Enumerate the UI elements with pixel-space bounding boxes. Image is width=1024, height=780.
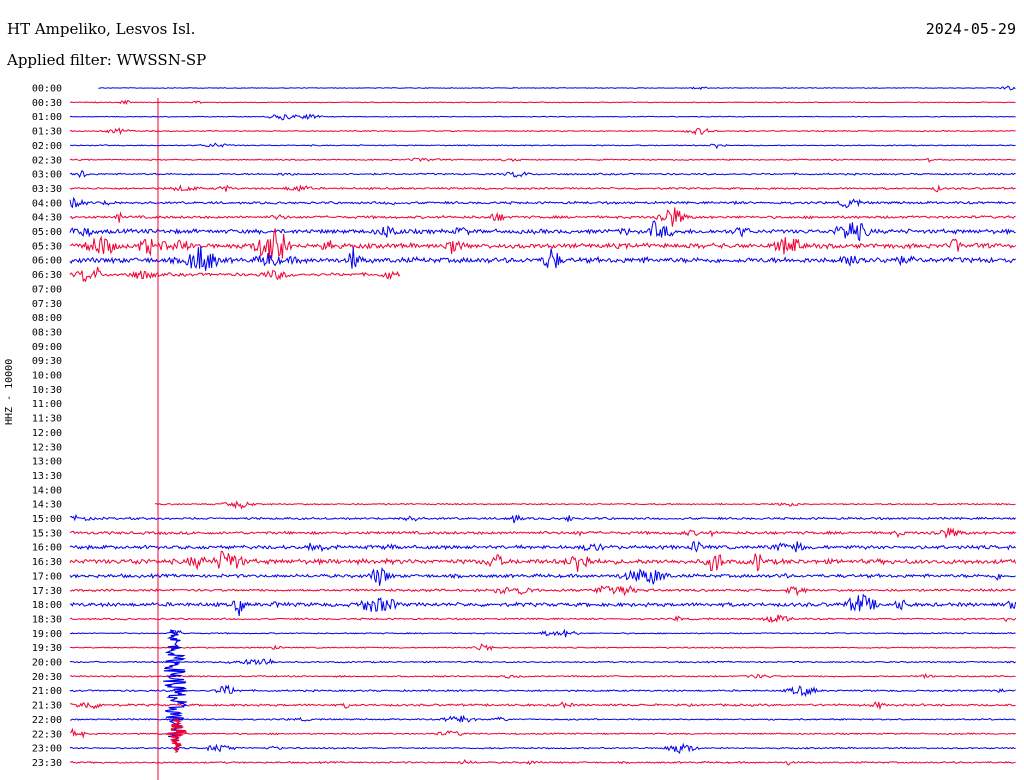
time-label-1900: 19:00	[32, 629, 62, 640]
time-label-0130: 01:30	[32, 127, 62, 138]
trace-0100	[69, 113, 1016, 121]
trace-1730	[69, 585, 1016, 597]
trace-0400	[69, 196, 1016, 209]
date-label: 2024-05-29	[925, 20, 1016, 38]
time-label-1300: 13:00	[32, 457, 62, 468]
event-markers	[157, 98, 189, 780]
time-label-0430: 04:30	[32, 213, 62, 224]
filter-label: Applied filter: WWSSN-SP	[7, 51, 207, 69]
time-label-1700: 17:00	[32, 571, 62, 582]
trace-1830	[69, 614, 1017, 624]
time-label-1230: 12:30	[32, 442, 62, 453]
time-label-2100: 21:00	[32, 686, 62, 697]
trace-0630	[69, 266, 401, 283]
trace-1430	[155, 500, 1016, 510]
trace-1630	[69, 550, 1017, 572]
trace-0500	[69, 220, 1016, 242]
trace-0330	[69, 184, 1016, 193]
trace-2230	[69, 727, 1016, 739]
time-label-0630: 06:30	[32, 270, 62, 281]
time-label-0500: 05:00	[32, 227, 62, 238]
time-label-0100: 01:00	[32, 112, 62, 123]
trace-1800	[69, 593, 1017, 617]
time-label-1730: 17:30	[32, 586, 62, 597]
time-label-1000: 10:00	[32, 371, 62, 382]
trace-2100	[69, 684, 1016, 698]
trace-0200	[69, 142, 1016, 150]
trace-1500	[69, 513, 1016, 524]
quake-spike-red	[165, 717, 188, 753]
trace-2000	[69, 657, 1016, 666]
trace-2300	[69, 742, 1016, 755]
trace-2130	[70, 701, 1016, 711]
time-label-1430: 14:30	[32, 500, 62, 511]
time-label-0830: 08:30	[32, 327, 62, 338]
trace-0230	[69, 157, 1016, 163]
time-label-1100: 11:00	[32, 399, 62, 410]
trace-0300	[69, 169, 1016, 179]
time-label-1600: 16:00	[32, 543, 62, 554]
trace-1530	[69, 527, 1016, 540]
trace-2200	[69, 714, 1016, 724]
time-label-1130: 11:30	[32, 414, 62, 425]
trace-1700	[69, 566, 1016, 586]
time-label-2200: 22:00	[32, 715, 62, 726]
time-label-0700: 07:00	[32, 284, 62, 295]
trace-1900	[69, 628, 1016, 638]
trace-0600	[69, 245, 1016, 271]
time-label-2330: 23:30	[32, 758, 62, 769]
time-label-0030: 00:30	[32, 98, 62, 109]
quake-spike-blue	[163, 629, 189, 742]
time-label-1800: 18:00	[32, 600, 62, 611]
trace-1600	[69, 540, 1016, 553]
time-label-0800: 08:00	[32, 313, 62, 324]
time-label-2030: 20:30	[32, 672, 62, 683]
station-title: HT Ampeliko, Lesvos Isl.	[7, 20, 196, 38]
time-label-0900: 09:00	[32, 342, 62, 353]
time-label-0000: 00:00	[32, 84, 62, 95]
trace-0030	[69, 99, 1016, 106]
time-labels: 00:00 00:30 01:00 01:30 02:00 02:30 03:00 03:30…	[32, 84, 62, 769]
time-label-0200: 02:00	[32, 141, 62, 152]
trace-2030	[69, 672, 1016, 680]
time-label-0400: 04:00	[32, 198, 62, 209]
time-label-2230: 22:30	[32, 729, 62, 740]
time-label-1830: 18:30	[32, 614, 62, 625]
time-label-2300: 23:00	[32, 744, 62, 755]
time-label-1530: 15:30	[32, 528, 62, 539]
time-label-1630: 16:30	[32, 557, 62, 568]
time-label-0730: 07:30	[32, 299, 62, 310]
trace-0530	[69, 228, 1016, 259]
trace-2330	[70, 758, 1016, 766]
time-label-0230: 02:30	[32, 155, 62, 166]
time-label-0300: 03:00	[32, 170, 62, 181]
time-label-0330: 03:30	[32, 184, 62, 195]
trace-1930	[69, 643, 1016, 652]
time-label-1030: 10:30	[32, 385, 62, 396]
time-label-0530: 05:30	[32, 241, 62, 252]
time-label-1200: 12:00	[32, 428, 62, 439]
trace-0000	[98, 85, 1016, 91]
time-label-2000: 20:00	[32, 658, 62, 669]
time-label-2130: 21:30	[32, 701, 62, 712]
time-label-1400: 14:00	[32, 485, 62, 496]
trace-0130	[69, 127, 1016, 136]
time-label-0930: 09:30	[32, 356, 62, 367]
seismogram-traces	[69, 85, 1017, 766]
time-label-1930: 19:30	[32, 643, 62, 654]
time-label-1500: 15:00	[32, 514, 62, 525]
trace-0430	[69, 207, 1016, 227]
time-label-0600: 06:00	[32, 256, 62, 267]
time-label-1330: 13:30	[32, 471, 62, 482]
